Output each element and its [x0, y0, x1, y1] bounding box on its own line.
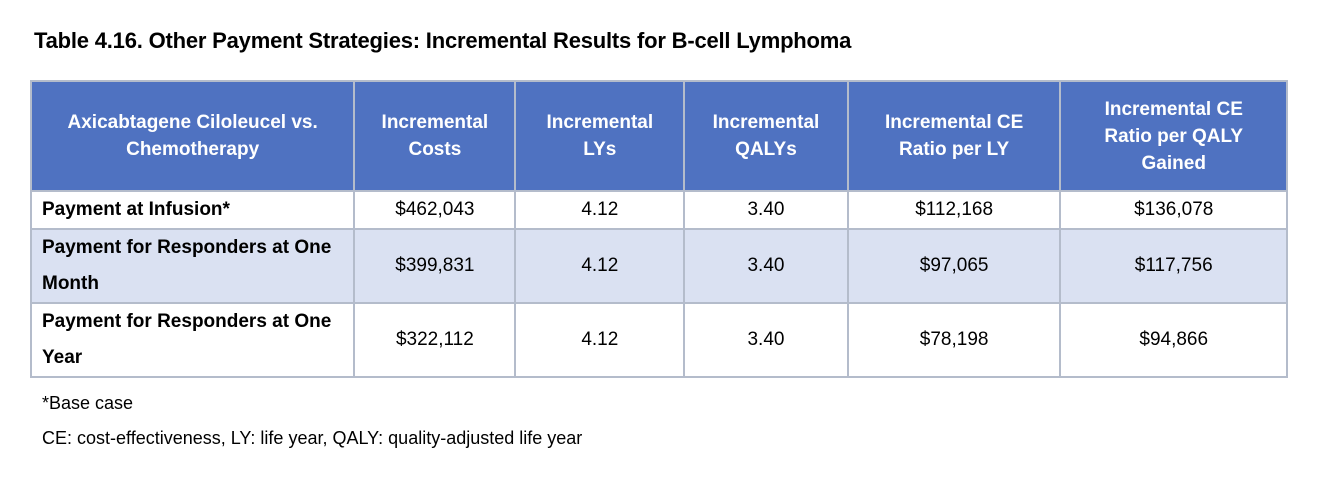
cell: 4.12 [514, 302, 686, 378]
cell: 4.12 [514, 228, 686, 304]
column-header: Incremental CE Ratio per LY [846, 80, 1062, 192]
column-header: Incremental Costs [353, 80, 517, 192]
row-header: Payment for Responders at One Year [29, 302, 356, 378]
cell: $112,168 [846, 190, 1062, 230]
header-row: Axicabtagene Ciloleucel vs. Chemotherapy… [29, 80, 1288, 192]
cell: $399,831 [353, 228, 517, 304]
column-header: Incremental QALYs [683, 80, 849, 192]
column-header: Incremental CE Ratio per QALY Gained [1059, 80, 1288, 192]
cell: $94,866 [1059, 302, 1288, 378]
cell: $136,078 [1059, 190, 1288, 230]
row-header: Payment for Responders at One Month [29, 228, 356, 304]
table-row: Payment for Responders at One Month $399… [29, 228, 1288, 304]
cell: 3.40 [683, 190, 849, 230]
cell: $117,756 [1059, 228, 1288, 304]
cell: $462,043 [353, 190, 517, 230]
footnote-abbreviations: CE: cost-effectiveness, LY: life year, Q… [42, 428, 583, 448]
column-header: Incremental LYs [514, 80, 686, 192]
row-header: Payment at Infusion* [29, 190, 356, 230]
cell: $78,198 [846, 302, 1062, 378]
column-header: Axicabtagene Ciloleucel vs. Chemotherapy [29, 80, 356, 192]
cell: $97,065 [846, 228, 1062, 304]
table-title: Table 4.16. Other Payment Strategies: In… [34, 28, 852, 53]
cell: 4.12 [514, 190, 686, 230]
table-row: Payment for Responders at One Year $322,… [29, 302, 1288, 378]
cell: $322,112 [353, 302, 517, 378]
cell: 3.40 [683, 302, 849, 378]
table-row: Payment at Infusion* $462,043 4.12 3.40 … [29, 190, 1288, 230]
results-table: Axicabtagene Ciloleucel vs. Chemotherapy… [29, 80, 1288, 378]
footnote-base-case: *Base case [42, 393, 134, 413]
cell: 3.40 [683, 228, 849, 304]
